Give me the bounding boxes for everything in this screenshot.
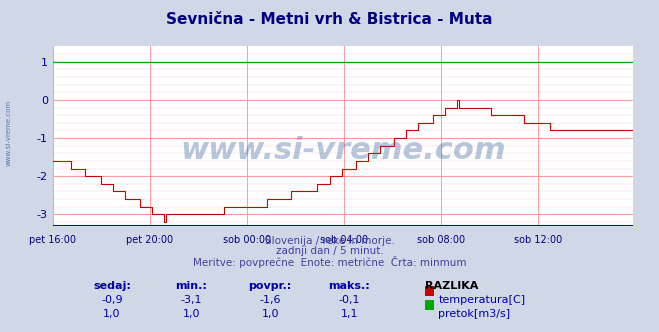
Text: Sevnična - Metni vrh & Bistrica - Muta: Sevnična - Metni vrh & Bistrica - Muta: [166, 12, 493, 27]
Text: -1,6: -1,6: [260, 295, 281, 305]
Text: www.si-vreme.com: www.si-vreme.com: [5, 100, 11, 166]
Text: temperatura[C]: temperatura[C]: [438, 295, 525, 305]
Text: 1,0: 1,0: [103, 309, 121, 319]
Text: sob 04:00: sob 04:00: [320, 235, 368, 245]
Text: -0,9: -0,9: [101, 295, 123, 305]
Text: pet 20:00: pet 20:00: [126, 235, 173, 245]
Text: Meritve: povprečne  Enote: metrične  Črta: minmum: Meritve: povprečne Enote: metrične Črta:…: [192, 256, 467, 268]
Text: sob 12:00: sob 12:00: [513, 235, 561, 245]
Text: pretok[m3/s]: pretok[m3/s]: [438, 309, 510, 319]
Text: -3,1: -3,1: [181, 295, 202, 305]
Text: sedaj:: sedaj:: [93, 281, 131, 290]
Text: www.si-vreme.com: www.si-vreme.com: [180, 136, 505, 165]
Text: min.:: min.:: [175, 281, 207, 290]
Text: pet 16:00: pet 16:00: [29, 235, 76, 245]
Text: maks.:: maks.:: [328, 281, 370, 290]
Text: Slovenija / reke in morje.: Slovenija / reke in morje.: [264, 236, 395, 246]
Text: RAZLIKA: RAZLIKA: [425, 281, 478, 290]
Text: 1,0: 1,0: [183, 309, 200, 319]
Text: 1,0: 1,0: [262, 309, 279, 319]
Bar: [425, 300, 434, 310]
Text: 1,1: 1,1: [341, 309, 358, 319]
Text: sob 08:00: sob 08:00: [416, 235, 465, 245]
Text: zadnji dan / 5 minut.: zadnji dan / 5 minut.: [275, 246, 384, 256]
Bar: [425, 286, 434, 296]
Text: -0,1: -0,1: [339, 295, 360, 305]
Text: sob 00:00: sob 00:00: [223, 235, 271, 245]
Text: povpr.:: povpr.:: [248, 281, 292, 290]
